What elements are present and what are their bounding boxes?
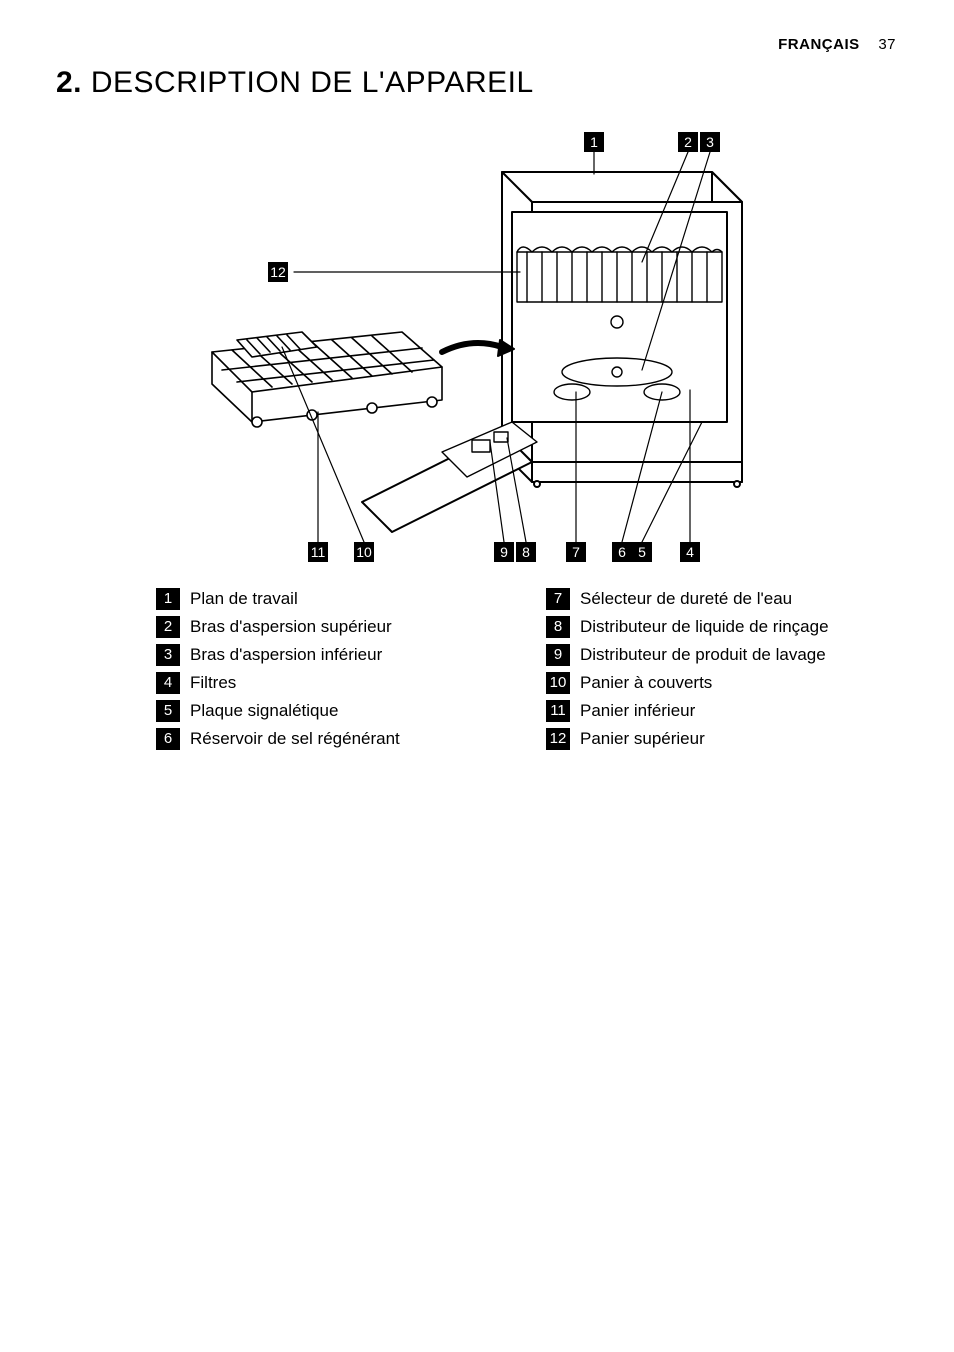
legend-label: Sélecteur de dureté de l'eau — [580, 589, 792, 609]
legend-column-right: 7 Sélecteur de dureté de l'eau 8 Distrib… — [546, 588, 896, 750]
legend-number: 8 — [546, 616, 570, 638]
legend-item: 10 Panier à couverts — [546, 672, 896, 694]
diagram-callout: 10 — [354, 542, 374, 562]
legend-label: Distributeur de liquide de rinçage — [580, 617, 829, 637]
legend-number: 7 — [546, 588, 570, 610]
legend-number: 4 — [156, 672, 180, 694]
diagram-callout: 12 — [268, 262, 288, 282]
section-title-text: DESCRIPTION DE L'APPAREIL — [91, 66, 534, 99]
diagram-callout: 4 — [680, 542, 700, 562]
legend-label: Panier à couverts — [580, 673, 712, 693]
manual-page: FRANÇAIS 37 2. DESCRIPTION DE L'APPAREIL — [0, 0, 954, 1352]
legend-item: 6 Réservoir de sel régénérant — [156, 728, 506, 750]
legend-label: Panier inférieur — [580, 701, 695, 721]
legend-number: 10 — [546, 672, 570, 694]
legend-item: 12 Panier supérieur — [546, 728, 896, 750]
dishwasher-illustration — [142, 122, 752, 570]
legend-item: 2 Bras d'aspersion supérieur — [156, 616, 506, 638]
legend-label: Plan de travail — [190, 589, 298, 609]
page-header: FRANÇAIS 37 — [778, 36, 896, 53]
language-label: FRANÇAIS — [778, 36, 860, 53]
legend-item: 1 Plan de travail — [156, 588, 506, 610]
legend-column-left: 1 Plan de travail 2 Bras d'aspersion sup… — [156, 588, 506, 750]
parts-legend: 1 Plan de travail 2 Bras d'aspersion sup… — [156, 588, 896, 750]
diagram-callout: 3 — [700, 132, 720, 152]
legend-item: 9 Distributeur de produit de lavage — [546, 644, 896, 666]
diagram-callout: 1 — [584, 132, 604, 152]
diagram-callout: 6 — [612, 542, 632, 562]
legend-number: 11 — [546, 700, 570, 722]
legend-item: 5 Plaque signalétique — [156, 700, 506, 722]
legend-item: 3 Bras d'aspersion inférieur — [156, 644, 506, 666]
legend-number: 9 — [546, 644, 570, 666]
diagram-callout: 11 — [308, 542, 328, 562]
legend-number: 3 — [156, 644, 180, 666]
diagram-callout: 7 — [566, 542, 586, 562]
legend-label: Filtres — [190, 673, 236, 693]
section-heading: 2. DESCRIPTION DE L'APPAREIL — [56, 66, 534, 100]
legend-number: 1 — [156, 588, 180, 610]
page-number: 37 — [878, 36, 896, 53]
legend-label: Distributeur de produit de lavage — [580, 645, 826, 665]
legend-number: 12 — [546, 728, 570, 750]
diagram-callout: 5 — [632, 542, 652, 562]
diagram-callout: 9 — [494, 542, 514, 562]
legend-item: 11 Panier inférieur — [546, 700, 896, 722]
legend-label: Bras d'aspersion inférieur — [190, 645, 382, 665]
legend-item: 4 Filtres — [156, 672, 506, 694]
legend-number: 5 — [156, 700, 180, 722]
diagram-callout: 8 — [516, 542, 536, 562]
legend-item: 7 Sélecteur de dureté de l'eau — [546, 588, 896, 610]
legend-label: Réservoir de sel régénérant — [190, 729, 400, 749]
legend-number: 2 — [156, 616, 180, 638]
legend-number: 6 — [156, 728, 180, 750]
legend-label: Plaque signalétique — [190, 701, 338, 721]
appliance-diagram: 1 2 3 12 11 10 9 8 7 6 5 4 — [142, 122, 752, 570]
section-number: 2. — [56, 66, 82, 99]
diagram-callout: 2 — [678, 132, 698, 152]
legend-label: Panier supérieur — [580, 729, 705, 749]
legend-label: Bras d'aspersion supérieur — [190, 617, 392, 637]
legend-item: 8 Distributeur de liquide de rinçage — [546, 616, 896, 638]
